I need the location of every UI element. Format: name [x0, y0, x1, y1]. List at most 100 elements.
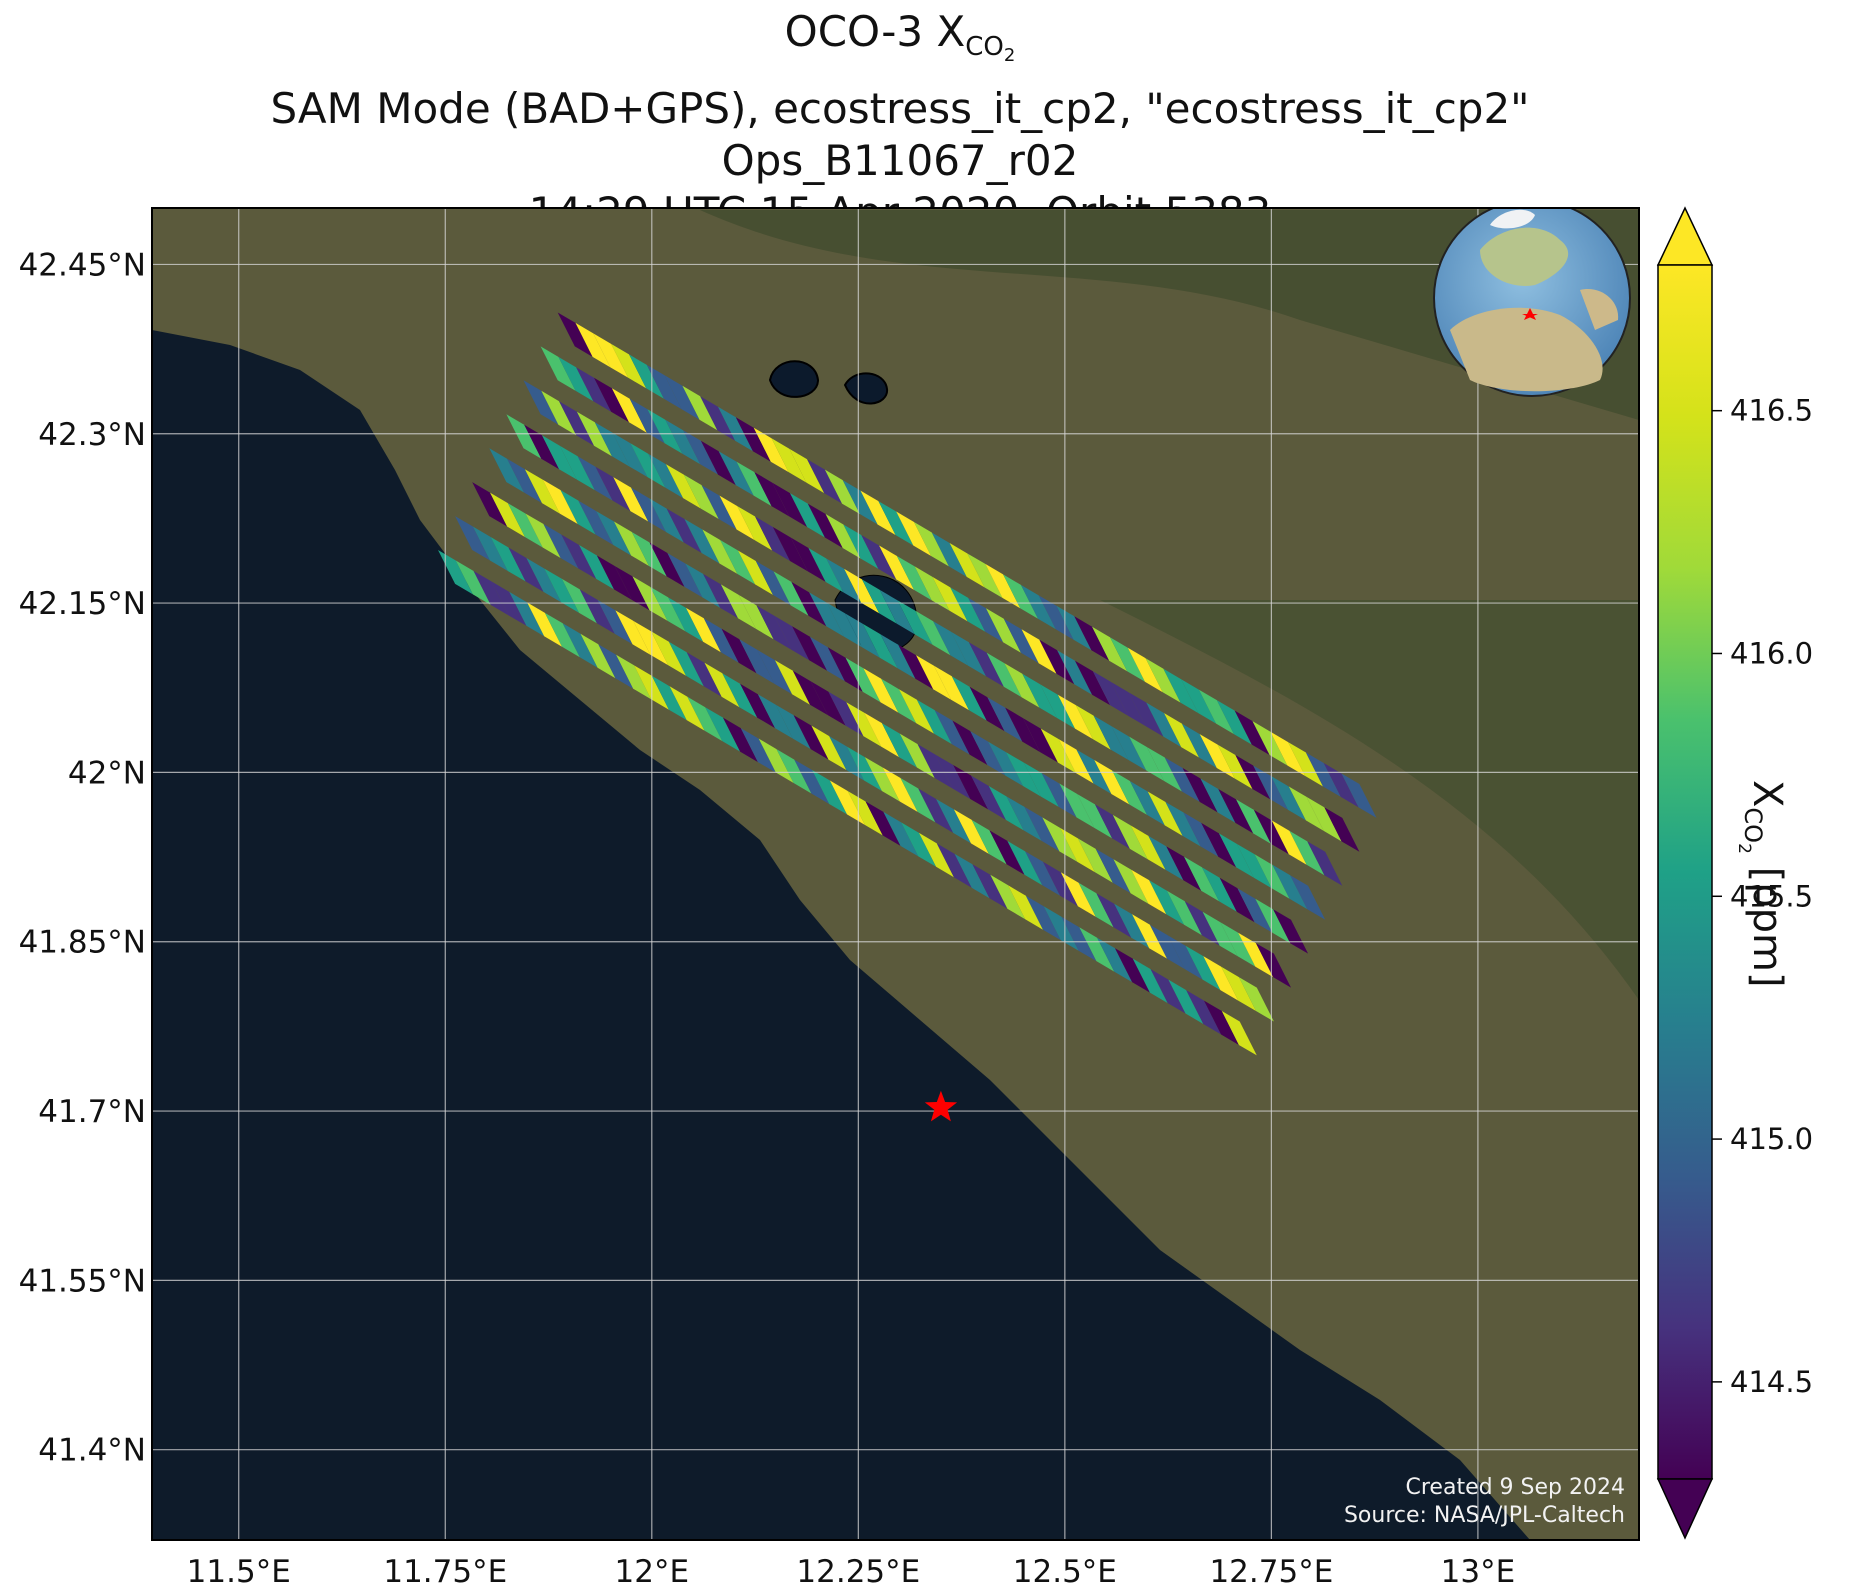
footprint-cell [719, 495, 755, 540]
footprint-cell [1288, 786, 1324, 831]
footprint-cell [772, 482, 808, 527]
footprint-cell [861, 535, 897, 580]
footprint-cell [1061, 916, 1097, 962]
lat-tick-label: 42°N [68, 755, 146, 791]
footprint-cell [1218, 789, 1254, 834]
footprint-cell [1005, 752, 1041, 797]
footprint-cell [542, 435, 577, 480]
footprint-cell [1217, 744, 1253, 789]
colorbar-bar [1657, 264, 1713, 1480]
footprint-cell [1167, 890, 1202, 936]
footprint-cell [596, 555, 632, 600]
footprint-cell [1110, 637, 1145, 682]
footprint-cell [490, 537, 526, 582]
footprint-cell [1004, 663, 1040, 708]
footprint-cell [490, 492, 525, 537]
footprint-cell [1167, 935, 1203, 980]
footprint-cell [807, 459, 842, 504]
footprint-cell [541, 390, 577, 436]
footprint-cell [919, 832, 954, 878]
footprint-cell [580, 633, 616, 679]
footprint-cell [1074, 616, 1110, 661]
footprint-cell [789, 448, 825, 494]
footprint-cell [1095, 848, 1131, 894]
footprint-cell [1115, 948, 1150, 993]
footprint-cell [647, 409, 683, 454]
footprint-cell [685, 563, 721, 608]
footprint-cell [1201, 867, 1237, 912]
footprint-cell [613, 477, 649, 522]
colorbar-label: XCO2 [ppm] [1734, 780, 1790, 988]
footprint-cell [755, 516, 790, 561]
title-line-1: OCO-3 XCO2 [784, 7, 1016, 67]
footprint-cell [1093, 715, 1129, 760]
footprint-cell [665, 419, 701, 465]
footprint-cell [629, 398, 665, 444]
footprint-cell [754, 472, 790, 517]
footprint-cell [1005, 707, 1041, 753]
footprint-cell [1023, 718, 1058, 763]
footprint-cell [1057, 694, 1093, 740]
footprint-cell [598, 644, 634, 689]
footprint-cell [738, 550, 773, 595]
footprint-cell [1185, 945, 1221, 991]
footprint-cell [812, 770, 847, 815]
footprint-cell [1039, 639, 1075, 685]
footprint-cell [455, 560, 491, 605]
footprint-cell [718, 406, 753, 452]
footprint-cell [540, 346, 576, 391]
footprint-cell [1077, 794, 1113, 839]
footprint-cell [1094, 760, 1130, 805]
footprint-cell [614, 521, 649, 566]
footprint-cell [829, 780, 865, 825]
footprint-cell [985, 563, 1021, 609]
footprint-cell [865, 801, 901, 846]
footprint-cell [1060, 872, 1096, 917]
footprint-cell [523, 380, 559, 425]
map-panel: Created 9 Sep 2024 Source: NASA/JPL-Calt… [152, 208, 1639, 1540]
footprint-cell [1306, 796, 1342, 842]
lake-vico [768, 360, 820, 398]
footprint-cell [723, 717, 758, 763]
footprint-cell [951, 631, 986, 677]
footprint-cell [1289, 830, 1325, 876]
footprint-cell [843, 524, 879, 569]
footprint-cell [862, 579, 897, 624]
footprint-cell [914, 566, 950, 611]
footprint-cell [935, 754, 971, 799]
footprint-cell [844, 613, 880, 658]
footprint-cell [1166, 846, 1202, 891]
footprint-cell [720, 540, 756, 585]
footprint-cell [898, 644, 934, 690]
footprint-cell [489, 448, 525, 493]
footprint-cell [562, 578, 597, 624]
footprint-cell [1254, 854, 1290, 899]
lon-tick-labels: 11.5°E 11.75°E 12°E 12.25°E 12.5°E 12.75°E 13°… [187, 1554, 1516, 1589]
footprint-cell [1204, 1000, 1239, 1045]
title-line-2: SAM Mode (BAD+GPS), ecostress_it_cp2, "e… [270, 83, 1530, 133]
footprint-cell [630, 443, 666, 488]
footprint-cell [1220, 922, 1256, 967]
footprint-cell [934, 710, 970, 755]
footprint-cell [1003, 574, 1038, 619]
footprint-cell [844, 568, 880, 614]
footprint-cell [775, 704, 811, 750]
xco2-swath [438, 312, 1377, 1056]
footprint-cell [578, 500, 614, 545]
footprint-cell [1147, 791, 1183, 836]
footprint-cell [757, 694, 793, 739]
footprint-cell [455, 516, 490, 561]
title-line-3: Ops_B11067_r02 [721, 135, 1079, 185]
footprint-cell [615, 610, 651, 655]
footprint-cell [575, 322, 611, 368]
footprint-cell [1164, 713, 1199, 758]
footprint-cell [684, 519, 720, 564]
lon-tick-label: 12.5°E [1013, 1554, 1117, 1589]
footprint-cell [950, 587, 986, 632]
footprint-cell [899, 733, 935, 778]
footprint-cell [952, 720, 988, 765]
footprint-cell [736, 461, 772, 507]
footprint-cell [562, 623, 598, 668]
footprint-cell [969, 686, 1005, 732]
